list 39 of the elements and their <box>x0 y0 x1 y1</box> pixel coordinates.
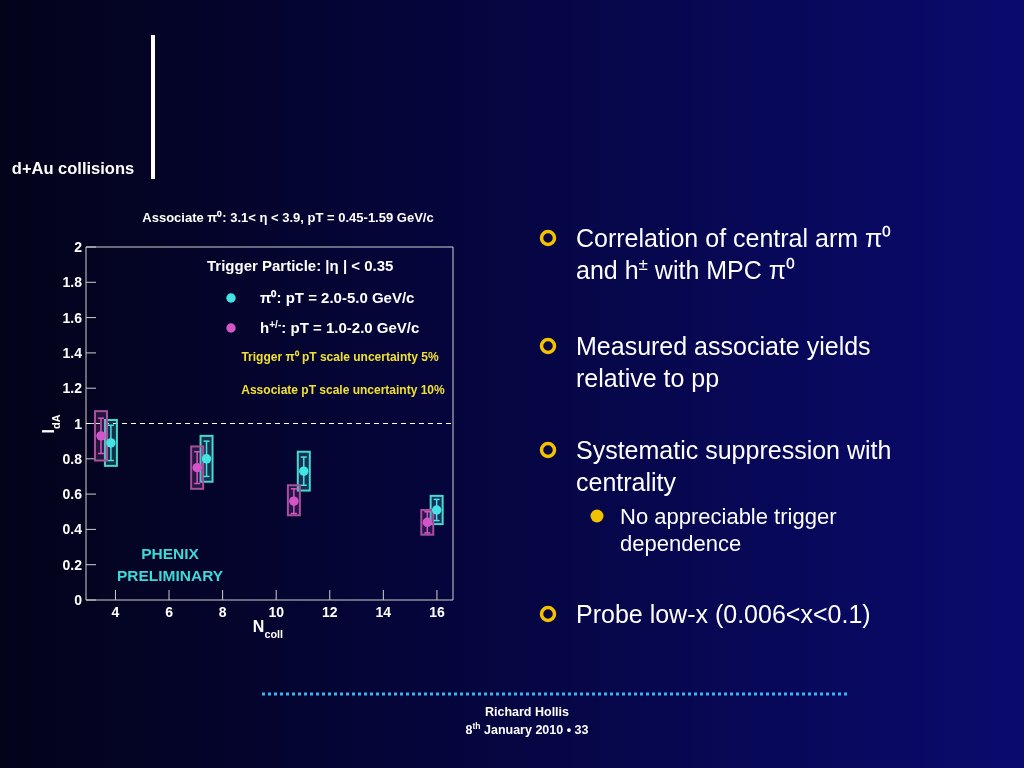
point <box>192 462 202 473</box>
legend-title: Trigger Particle: |η | < 0.35 <box>207 257 394 274</box>
text: d+Au collisions <box>11 159 135 177</box>
legend-label: π⁰: pT = 2.0-5.0 GeV/c <box>260 289 415 306</box>
y-tick-label: 0.8 <box>62 450 83 467</box>
chart-title: Associate π⁰: 3.1< η < 3.9, pT = 0.45-1.59 GeV/c <box>142 210 434 225</box>
text: Probe low-x (0.006<x<0.1) <box>576 600 871 628</box>
y-tick-label: 1.8 <box>62 274 83 291</box>
x-tick-label: 4 <box>111 604 120 620</box>
text: Measured associate yields relative to pp <box>576 332 871 392</box>
text: Correlation of central arm π⁰ and h$^{±}$ with MPC π⁰ <box>576 224 892 284</box>
y-tick-label: 1 <box>74 415 83 432</box>
point <box>299 466 309 476</box>
point <box>106 438 116 448</box>
y-tick-label: 0.2 <box>62 556 83 573</box>
y-tick-label: 1.2 <box>62 380 83 397</box>
text: 8$^{th}$ January 2010 • 33 <box>465 721 589 737</box>
y-tick-label: 0.4 <box>62 521 83 538</box>
x-tick-label: 12 <box>321 604 338 620</box>
point <box>96 431 106 441</box>
text: Richard Hollis <box>484 705 570 719</box>
x-tick-label: 16 <box>429 604 445 620</box>
annotation: PHENIX PRELIMINARY <box>116 545 224 584</box>
x-tick-label: 8 <box>218 604 227 620</box>
point <box>201 454 212 464</box>
text: Systematic suppression with centrality <box>576 436 892 496</box>
x-axis-title: N$_{coll}$ <box>252 618 284 640</box>
y-tick-label: 2 <box>74 239 83 255</box>
text: No appreciable trigger dependence <box>620 504 837 556</box>
x-tick-label: 14 <box>375 604 392 620</box>
x-tick-label: 6 <box>165 604 174 620</box>
annotation: Trigger π⁰ pT scale uncertainty 5% <box>241 350 439 364</box>
y-tick-label: 0.6 <box>62 486 83 503</box>
y-tick-label: 0 <box>74 592 83 608</box>
annotation: Associate pT scale uncertainty 10% <box>241 383 446 397</box>
y-tick-label: 1.4 <box>62 344 83 361</box>
y-tick-label: 1.6 <box>62 309 83 326</box>
legend-label: h$^{+/-}$: pT = 1.0-2.0 GeV/c <box>260 318 420 336</box>
x-tick-label: 10 <box>268 604 285 620</box>
